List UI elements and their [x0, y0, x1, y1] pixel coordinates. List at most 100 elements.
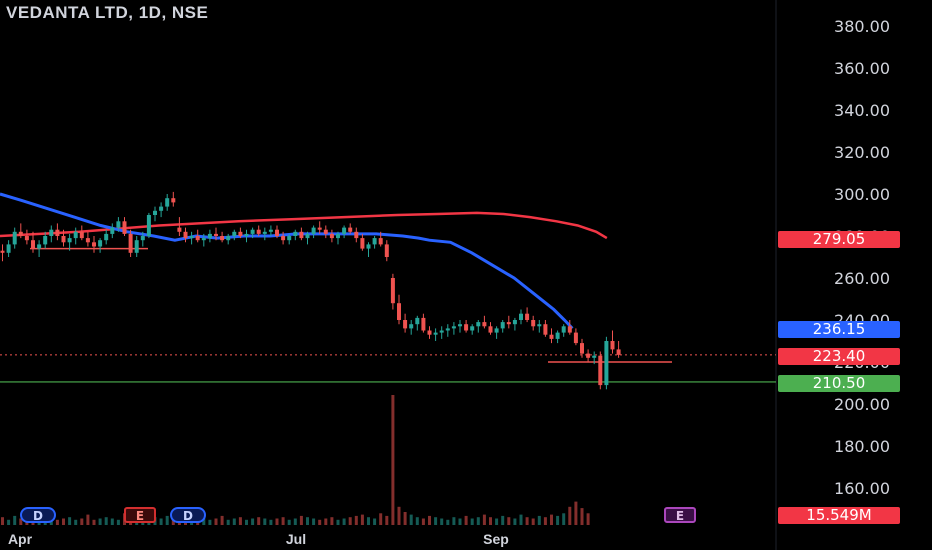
volume-bar: [312, 518, 316, 525]
volume-bar: [214, 518, 218, 525]
candle-body: [6, 244, 11, 253]
candle-body: [220, 236, 225, 241]
volume-bar: [464, 515, 468, 525]
candle-body: [329, 233, 334, 239]
volume-bar: [245, 519, 248, 525]
candle-body: [427, 330, 432, 335]
earnings-event-marker[interactable]: E: [124, 507, 156, 523]
candle-body: [177, 227, 182, 232]
volume-bar: [537, 515, 541, 525]
volume-bar: [116, 519, 120, 525]
candle-body: [159, 206, 164, 211]
volume-bar: [232, 518, 236, 525]
candle-body: [421, 317, 426, 331]
volume-bar: [495, 518, 499, 525]
candle-body: [476, 322, 481, 327]
candle-body: [134, 240, 139, 253]
volume-bar: [293, 518, 297, 525]
volume-bar: [482, 514, 486, 525]
volume-bar: [562, 513, 566, 525]
candle-body: [183, 231, 188, 239]
volume-bar: [574, 501, 578, 525]
candle-body: [500, 322, 505, 329]
volume-bar: [470, 518, 474, 525]
volume-bar: [367, 517, 370, 525]
ma-short-price-badge: 236.15: [778, 321, 900, 338]
volume-bar: [379, 513, 383, 525]
candle-body: [201, 238, 206, 241]
dividend-event-marker[interactable]: D: [170, 507, 206, 523]
candle-body: [238, 231, 243, 236]
candle-body: [0, 250, 5, 253]
earnings-event-marker[interactable]: E: [664, 507, 696, 523]
candle-body: [354, 231, 359, 239]
volume-bar: [19, 518, 23, 525]
volume-bar: [68, 517, 72, 525]
candle-body: [110, 227, 115, 234]
volume-bar: [306, 517, 309, 525]
volume-bar: [202, 517, 206, 525]
candle-body: [293, 231, 298, 236]
candle-body: [43, 236, 48, 245]
price-tick-label: 180.00: [834, 437, 890, 456]
candle-body: [519, 313, 523, 320]
candle-body: [122, 221, 127, 234]
support-price-badge: 210.50: [778, 375, 900, 392]
candle-body: [49, 229, 54, 236]
candle-body: [146, 215, 151, 236]
price-tick-label: 340.00: [834, 101, 890, 120]
volume-bar: [74, 519, 78, 525]
volume-bar: [324, 518, 328, 525]
volume-bar: [62, 518, 65, 525]
volume-bar: [159, 518, 163, 525]
candle-body: [397, 303, 401, 320]
candle-body: [128, 233, 133, 253]
candle-body: [488, 326, 493, 333]
volume-bar: [263, 518, 267, 525]
volume-bar: [476, 517, 480, 525]
volume-bar: [330, 517, 334, 525]
candle-body: [604, 341, 609, 386]
candle-body: [305, 233, 310, 239]
candle-body: [348, 227, 353, 232]
price-tick-label: 260.00: [834, 269, 890, 288]
volume-bar: [409, 514, 413, 525]
candle-body: [616, 349, 621, 355]
candle-body: [268, 229, 273, 232]
candle-body: [92, 242, 96, 247]
candle-body: [451, 326, 456, 329]
candle-body: [61, 236, 66, 243]
candle-body: [232, 231, 237, 236]
volume-bar: [86, 514, 90, 525]
price-tick-label: 300.00: [834, 185, 890, 204]
volume-bar: [531, 518, 535, 525]
volume-bar: [421, 518, 425, 525]
candle-body: [171, 198, 176, 203]
volume-bar: [556, 515, 560, 525]
volume-bar: [92, 519, 96, 525]
ma-long-price-badge: 279.05: [778, 231, 900, 248]
dividend-event-marker[interactable]: D: [20, 507, 56, 523]
volume-bar: [287, 519, 291, 525]
volume-bar: [446, 519, 450, 525]
candle-body: [464, 324, 469, 331]
volume-bar: [104, 517, 108, 525]
candle-body: [116, 221, 121, 228]
candle-body: [323, 229, 328, 234]
volume-bar: [385, 515, 389, 525]
candle-body: [409, 324, 414, 329]
volume-bar: [55, 519, 59, 525]
candle-body: [586, 353, 591, 358]
volume-badge: 15.549M: [778, 507, 900, 524]
candle-body: [85, 238, 90, 243]
candle-body: [67, 238, 72, 243]
candle-body: [433, 332, 438, 335]
candle-body: [73, 231, 78, 239]
candle-body: [555, 332, 560, 339]
volume-bar: [397, 506, 401, 525]
candle-body: [256, 229, 261, 234]
candle-body: [525, 313, 530, 320]
candle-body: [360, 238, 365, 249]
candle-body: [262, 231, 267, 234]
